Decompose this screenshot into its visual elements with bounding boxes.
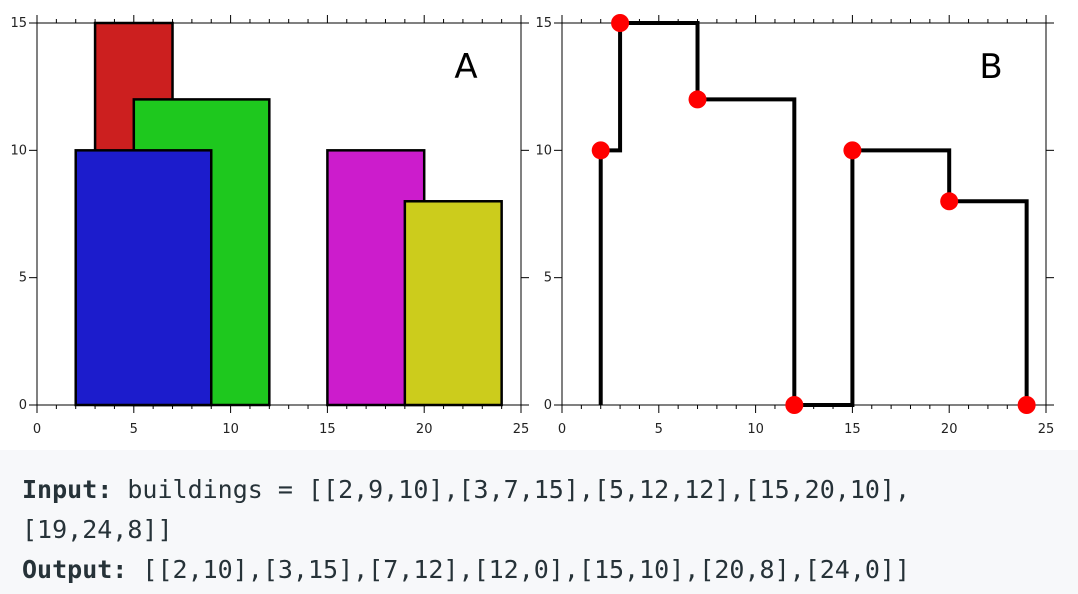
chart-panel-b: 0 5 10 15 20 25 0 5 10 15 B xyxy=(535,14,1054,437)
x-tick-label: 0 xyxy=(33,422,41,437)
x-tick-label: 25 xyxy=(1038,422,1055,437)
key-point-3 xyxy=(688,90,707,109)
chart-panel-a: 0 5 10 15 20 25 0 5 10 15 A xyxy=(10,15,529,437)
x-tick-label: 15 xyxy=(319,422,336,437)
y-tick-label: 0 xyxy=(19,398,27,413)
x-tick-label: 20 xyxy=(941,422,958,437)
x-tick-label: 5 xyxy=(130,422,138,437)
output-line: Output: [[2,10],[3,15],[7,12],[12,0],[15… xyxy=(22,550,1078,590)
y-tick-label: 10 xyxy=(10,143,27,158)
key-point-7 xyxy=(1017,396,1036,414)
building-bar-3 xyxy=(74,149,213,407)
x-tick-label: 20 xyxy=(416,422,433,437)
input-line: Input: buildings = [[2,9,10],[3,7,15],[5… xyxy=(22,470,1078,510)
key-point-2 xyxy=(611,14,630,32)
input-label: Input: xyxy=(22,475,113,504)
x-tick-label: 15 xyxy=(844,422,861,437)
key-point-5 xyxy=(843,141,862,160)
x-tick-label: 25 xyxy=(513,422,530,437)
x-tick-label: 10 xyxy=(747,422,764,437)
figure: 0 5 10 15 20 25 0 5 10 15 A 0 5 10 15 20 25 0 5 10 15 B xyxy=(10,14,1054,437)
y-tick-label: 0 xyxy=(544,398,552,413)
key-point-6 xyxy=(940,192,959,211)
x-tick-label: 0 xyxy=(558,422,566,437)
example-box: Input: buildings = [[2,9,10],[3,7,15],[5… xyxy=(0,450,1078,594)
x-tick-label: 10 xyxy=(222,422,239,437)
x-tick-label: 5 xyxy=(655,422,663,437)
y-tick-label: 5 xyxy=(19,271,27,286)
input-value-continued: [19,24,8]] xyxy=(22,515,173,544)
y-tick-label: 10 xyxy=(535,143,552,158)
y-tick-label: 5 xyxy=(544,271,552,286)
y-tick-label: 15 xyxy=(10,16,27,31)
key-point-1 xyxy=(591,141,610,160)
panel-label: A xyxy=(454,47,477,87)
output-label: Output: xyxy=(22,555,128,584)
input-value: buildings = [[2,9,10],[3,7,15],[5,12,12]… xyxy=(112,475,911,504)
plot-frame xyxy=(561,22,1047,406)
output-value: [[2,10],[3,15],[7,12],[12,0],[15,10],[20… xyxy=(127,555,911,584)
panel-label: B xyxy=(979,47,1002,87)
y-tick-label: 15 xyxy=(535,16,552,31)
key-point-4 xyxy=(785,396,804,414)
building-bar-5 xyxy=(403,200,503,407)
input-line-continued: [19,24,8]] xyxy=(22,510,1078,550)
